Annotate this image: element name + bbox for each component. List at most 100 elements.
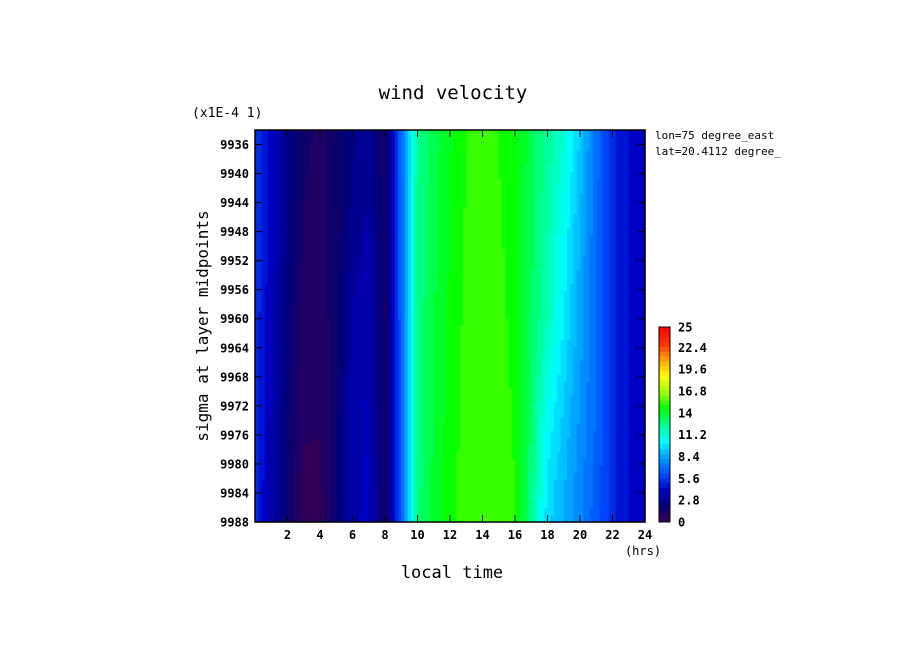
heatmap-cell [505,403,510,411]
heatmap-cell [336,256,341,264]
heatmap-cell [586,172,591,180]
heatmap-cell [313,382,318,390]
heatmap-cell [573,165,578,173]
heatmap-cell [586,207,591,215]
heatmap-cell [622,130,627,138]
heatmap-cell [570,179,575,187]
heatmap-cell [411,368,415,376]
heatmap-cell [495,354,500,362]
heatmap-cell [534,200,539,208]
heatmap-cell [339,277,344,285]
heatmap-cell [398,137,402,145]
heatmap-cell [355,396,360,404]
heatmap-cell [498,172,503,180]
heatmap-cell [375,417,380,425]
heatmap-cell [261,270,266,278]
heatmap-cell [368,270,373,278]
heatmap-cell [287,158,292,166]
heatmap-cell [635,354,640,362]
heatmap-cell [589,214,594,222]
heatmap-cell [560,151,565,159]
heatmap-cell [544,270,549,278]
heatmap-cell [576,333,581,341]
heatmap-cell [456,151,461,159]
heatmap-cell [580,263,584,271]
heatmap-cell [407,277,412,285]
heatmap-cell [320,284,324,292]
heatmap-cell [469,417,474,425]
heatmap-cell [284,193,289,201]
heatmap-cell [398,410,402,418]
heatmap-cell [586,368,591,376]
heatmap-cell [573,305,578,313]
heatmap-cell [463,172,467,180]
heatmap-cell [313,165,318,173]
heatmap-cell [602,193,607,201]
heatmap-cell [333,333,337,341]
heatmap-cell [274,130,279,138]
heatmap-cell [303,277,308,285]
heatmap-cell [258,158,263,166]
heatmap-cell [472,242,477,250]
heatmap-cell [303,340,308,348]
heatmap-cell [359,382,363,390]
heatmap-cell [261,172,266,180]
heatmap-cell [498,354,503,362]
heatmap-cell [414,144,419,152]
heatmap-cell [437,347,441,355]
heatmap-cell [580,396,584,404]
heatmap-cell [622,207,627,215]
heatmap-cell [622,403,627,411]
heatmap-cell [625,242,630,250]
heatmap-cell [440,207,445,215]
heatmap-cell [547,172,552,180]
heatmap-cell [619,354,623,362]
heatmap-cell [589,179,594,187]
heatmap-cell [528,403,532,411]
heatmap-cell [313,277,318,285]
heatmap-cell [570,333,575,341]
heatmap-cell [638,151,643,159]
heatmap-cell [437,410,441,418]
heatmap-cell [459,186,464,194]
heatmap-cell [313,249,318,257]
heatmap-cell [606,200,610,208]
heatmap-cell [554,403,558,411]
heatmap-cell [411,172,415,180]
heatmap-cell [609,144,614,152]
heatmap-cell [596,347,601,355]
heatmap-cell [255,172,259,180]
heatmap-cell [427,151,432,159]
heatmap-cell [524,158,529,166]
heatmap-cell [498,130,503,138]
heatmap-cell [456,242,461,250]
heatmap-cell [580,333,584,341]
heatmap-cell [573,193,578,201]
heatmap-cell [414,333,419,341]
heatmap-cell [307,207,311,215]
heatmap-cell [287,193,292,201]
heatmap-cell [355,312,360,320]
heatmap-cell [625,207,630,215]
heatmap-cell [632,291,636,299]
heatmap-cell [430,382,435,390]
heatmap-cell [476,263,480,271]
heatmap-cell [524,151,529,159]
heatmap-cell [446,277,451,285]
heatmap-cell [619,361,623,369]
heatmap-cell [391,410,396,418]
heatmap-cell [437,137,441,145]
heatmap-cell [485,200,490,208]
heatmap-cell [300,417,305,425]
heatmap-cell [385,151,389,159]
heatmap-cell [368,235,373,243]
heatmap-cell [573,410,578,418]
heatmap-cell [307,291,311,299]
heatmap-cell [287,172,292,180]
heatmap-cell [271,242,276,250]
heatmap-cell [635,158,640,166]
heatmap-cell [323,333,328,341]
heatmap-cell [570,354,575,362]
heatmap-cell [537,389,542,397]
heatmap-cell [456,375,461,383]
